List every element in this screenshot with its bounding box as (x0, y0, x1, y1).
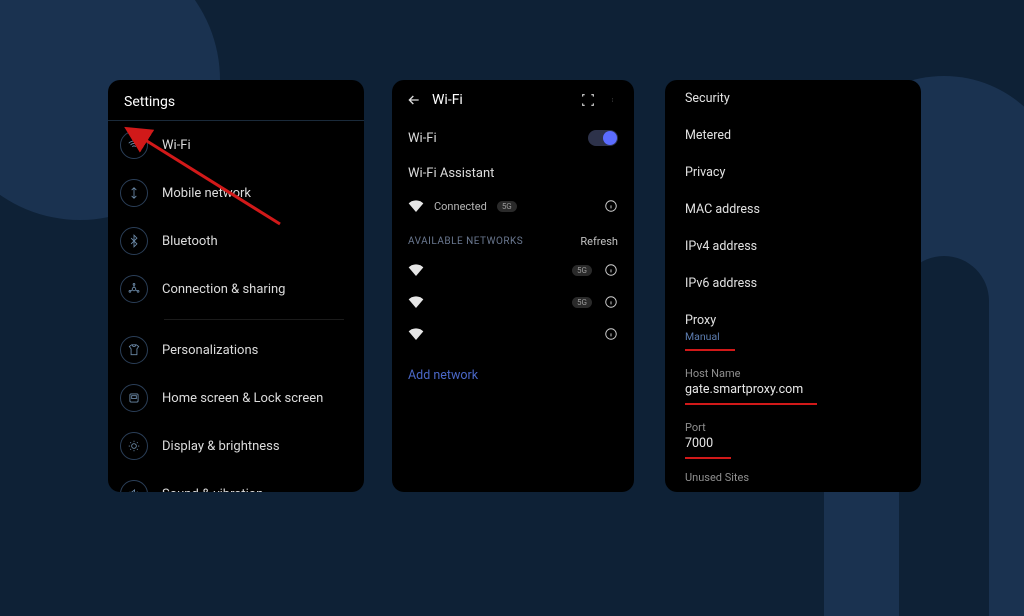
wifi-icon (120, 131, 148, 159)
wifi-signal-icon (408, 264, 424, 276)
settings-item-display[interactable]: Display & brightness (108, 422, 364, 470)
annotation-underline (685, 403, 817, 405)
detail-metered[interactable]: Metered (665, 117, 921, 154)
settings-item-label: Personalizations (162, 343, 258, 358)
settings-item-label: Mobile network (162, 186, 251, 201)
settings-item-label: Bluetooth (162, 234, 218, 249)
port-value[interactable]: 7000 (665, 436, 921, 455)
settings-item-label: Display & brightness (162, 439, 280, 454)
settings-item-bluetooth[interactable]: Bluetooth (108, 217, 364, 265)
settings-panel: Settings Wi-Fi Mobile network Bluetooth … (108, 80, 364, 492)
refresh-button[interactable]: Refresh (580, 235, 618, 248)
shirt-icon (120, 336, 148, 364)
sim-icon (120, 179, 148, 207)
info-icon[interactable] (604, 295, 618, 309)
divider (164, 319, 344, 320)
unused-sites-label[interactable]: Unused Sites (665, 465, 921, 486)
wifi-toggle-row[interactable]: Wi-Fi (392, 120, 634, 156)
settings-item-label: Home screen & Lock screen (162, 391, 323, 406)
detail-ipv4[interactable]: IPv4 address (665, 228, 921, 265)
wifi-toggle[interactable] (588, 130, 618, 146)
network-row[interactable]: 5G (392, 254, 634, 286)
wifi-title: Wi-Fi (432, 92, 570, 108)
available-label: AVAILABLE NETWORKS (408, 236, 523, 247)
detail-mac[interactable]: MAC address (665, 191, 921, 228)
band-badge: 5G (497, 201, 517, 212)
sound-icon (120, 480, 148, 492)
back-icon[interactable] (406, 92, 422, 108)
home-icon (120, 384, 148, 412)
info-icon[interactable] (604, 327, 618, 341)
settings-item-personalizations[interactable]: Personalizations (108, 326, 364, 374)
connected-label: Connected (434, 200, 487, 213)
settings-item-wifi[interactable]: Wi-Fi (108, 121, 364, 169)
wifi-signal-icon (408, 200, 424, 212)
hostname-label: Host Name (665, 357, 921, 382)
available-networks-header: AVAILABLE NETWORKS Refresh (392, 221, 634, 254)
proxy-label[interactable]: Proxy (665, 302, 921, 330)
wifi-panel: Wi-Fi Wi-Fi Wi-Fi Assistant Connected 5G… (392, 80, 634, 492)
wifi-signal-icon (408, 296, 424, 308)
wifi-assistant-row[interactable]: Wi-Fi Assistant (392, 156, 634, 191)
settings-item-homescreen[interactable]: Home screen & Lock screen (108, 374, 364, 422)
bluetooth-icon (120, 227, 148, 255)
wifi-header: Wi-Fi (392, 80, 634, 120)
proxy-value: Manual (665, 330, 921, 347)
annotation-underline (685, 349, 735, 351)
network-row[interactable] (392, 318, 634, 350)
band-badge: 5G (572, 265, 592, 276)
port-label: Port (665, 411, 921, 436)
add-network-button[interactable]: Add network (392, 350, 634, 401)
network-row[interactable]: 5G (392, 286, 634, 318)
detail-privacy[interactable]: Privacy (665, 154, 921, 191)
ip-settings-label[interactable]: IP settings (665, 486, 921, 492)
info-icon[interactable] (604, 263, 618, 277)
scan-icon[interactable] (580, 92, 596, 108)
detail-ipv6[interactable]: IPv6 address (665, 265, 921, 302)
settings-item-sound[interactable]: Sound & vibration (108, 470, 364, 492)
sun-icon (120, 432, 148, 460)
share-icon (120, 275, 148, 303)
network-details-panel: Security Metered Privacy MAC address IPv… (665, 80, 921, 492)
detail-security[interactable]: Security (665, 80, 921, 117)
wifi-signal-icon (408, 328, 424, 340)
panel-title: Settings (108, 80, 364, 121)
settings-item-label: Wi-Fi (162, 138, 191, 153)
settings-item-mobile[interactable]: Mobile network (108, 169, 364, 217)
settings-item-label: Connection & sharing (162, 282, 285, 297)
hostname-value[interactable]: gate.smartproxy.com (665, 382, 921, 401)
wifi-assistant-label: Wi-Fi Assistant (408, 166, 494, 181)
settings-item-connection[interactable]: Connection & sharing (108, 265, 364, 313)
connected-network-row[interactable]: Connected 5G (392, 191, 634, 221)
settings-item-label: Sound & vibration (162, 487, 263, 493)
annotation-underline (685, 457, 731, 459)
more-icon[interactable] (612, 92, 616, 108)
info-icon[interactable] (604, 199, 618, 213)
wifi-toggle-label: Wi-Fi (408, 131, 437, 146)
band-badge: 5G (572, 297, 592, 308)
